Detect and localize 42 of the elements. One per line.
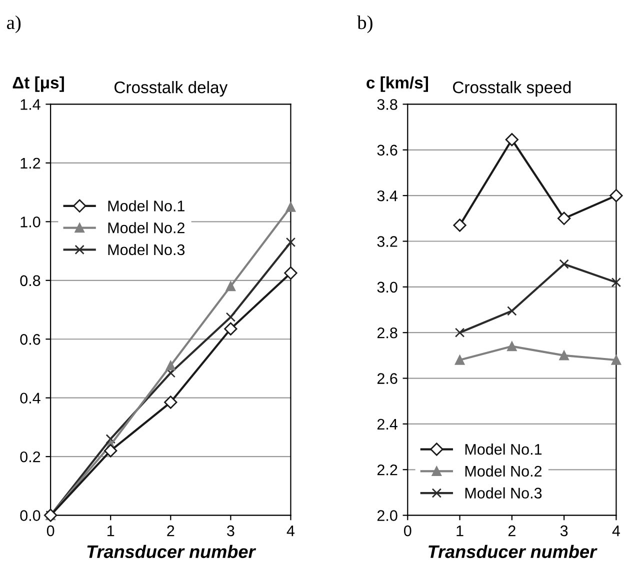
- y-tick-label: 3.6: [377, 144, 398, 156]
- y-tick-label: 2.6: [377, 373, 398, 384]
- y-tick-label: 0.2: [20, 451, 40, 462]
- y-tick-label: 0.6: [20, 334, 40, 345]
- y-tick-label: 2.8: [377, 327, 398, 338]
- chart-title: Crosstalk delay: [114, 81, 228, 97]
- legend-label: Model No.2: [465, 465, 542, 477]
- y-tick-label: 1.4: [20, 99, 40, 110]
- x-tick-label: 4: [286, 526, 295, 536]
- x-tick-label: 1: [108, 526, 114, 536]
- y-tick-label: 2.2: [377, 464, 398, 476]
- y-tick-label: 0.4: [20, 392, 40, 404]
- x-tick-label: 2: [508, 525, 516, 536]
- x-tick-label: 1: [456, 526, 464, 536]
- x-tick-label: 4: [612, 526, 620, 536]
- y-tick-label: 1.0: [20, 216, 40, 228]
- x-axis-title: Transducer number: [87, 544, 256, 558]
- legend-label: Model No.2: [108, 222, 184, 234]
- y-tick-label: 3.8: [377, 99, 398, 110]
- y-tick-label: 3.4: [377, 190, 398, 202]
- x-tick-label: 2: [167, 525, 174, 536]
- y-tick-label: 0.0: [20, 510, 40, 521]
- y-tick-label: 2.4: [377, 418, 398, 430]
- y-tick-label: 0.8: [20, 275, 40, 286]
- x-tick-label: 0: [404, 525, 412, 536]
- legend-label: Model No.1: [465, 444, 542, 455]
- chart-title: Crosstalk speed: [453, 81, 571, 97]
- legend-label: Model No.1: [108, 200, 184, 212]
- text: a): [7, 15, 21, 34]
- y-axis-title: Δt [μs]: [12, 76, 64, 92]
- y-tick-label: 3.0: [377, 282, 398, 293]
- y-tick-label: 3.2: [377, 236, 398, 247]
- x-tick-label: 3: [227, 525, 234, 536]
- legend-label: Model No.3: [465, 487, 542, 499]
- x-tick-label: 0: [46, 525, 54, 536]
- legend-label: Model No.3: [108, 244, 185, 256]
- y-tick-label: 2.0: [377, 510, 398, 521]
- text: b): [357, 15, 372, 34]
- x-tick-label: 3: [560, 525, 568, 536]
- x-axis-title: Transducer number: [428, 544, 598, 558]
- y-tick-label: 1.2: [20, 158, 40, 168]
- y-axis-title: c [km/s]: [366, 76, 428, 92]
